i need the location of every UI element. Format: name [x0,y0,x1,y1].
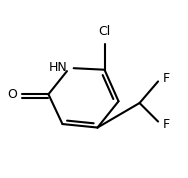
Text: HN: HN [49,61,68,74]
Text: F: F [162,117,169,130]
Text: F: F [162,72,169,85]
Text: Cl: Cl [98,25,111,38]
Text: O: O [7,88,17,101]
